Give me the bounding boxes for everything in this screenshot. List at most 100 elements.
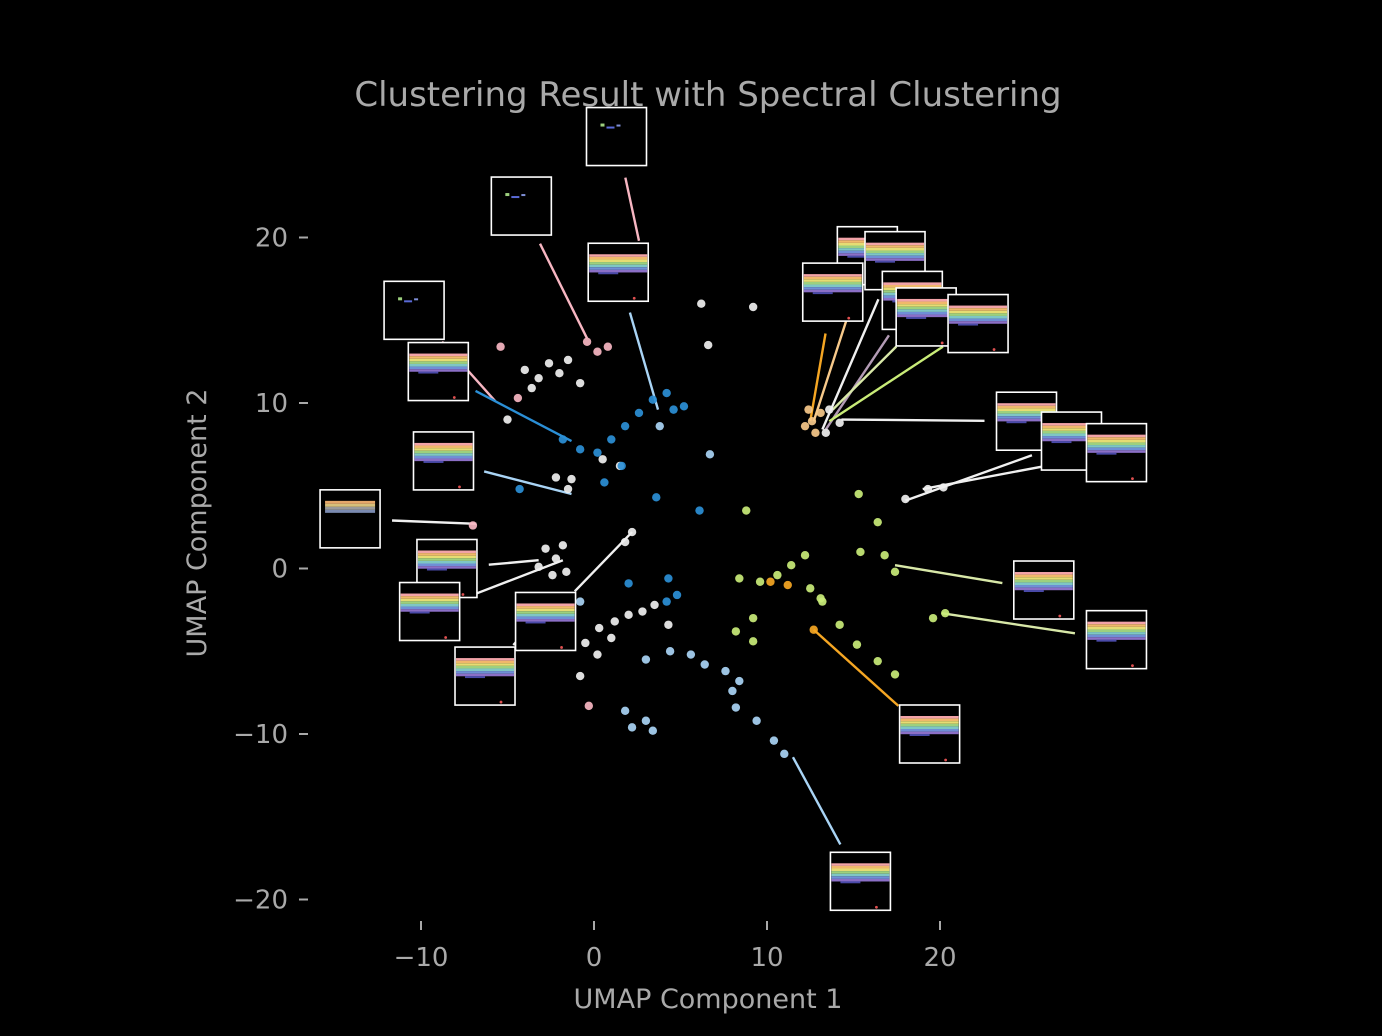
data-point (575, 378, 585, 388)
image-thumbnail (801, 262, 864, 322)
thumbnail-stripe (949, 318, 1008, 322)
data-point (811, 428, 820, 437)
thumbnail-stripe (997, 418, 1056, 422)
thumbnail-stripe (417, 553, 476, 556)
data-point (563, 355, 573, 365)
x-axis-label: UMAP Component 1 (574, 984, 843, 1015)
thumbnail-stripe (949, 310, 1008, 314)
thumbnail-dot (560, 646, 563, 649)
image-thumbnail (319, 489, 381, 549)
thumbnail-stripe (900, 731, 959, 735)
x-tick-label: 20 (923, 943, 956, 973)
data-point (664, 620, 673, 629)
thumbnail-mark (418, 371, 439, 374)
data-point (582, 337, 592, 346)
data-point (748, 302, 758, 312)
data-point (567, 474, 576, 484)
data-point (809, 625, 818, 634)
image-thumbnail (398, 581, 461, 642)
thumbnail-stripe (1014, 572, 1073, 575)
thumbnail-stripe (897, 314, 956, 318)
thumbnail-stripe (325, 506, 376, 510)
thumbnail-stripe (1087, 637, 1146, 640)
data-point (548, 570, 557, 580)
thumbnail-stripe (1087, 434, 1146, 438)
thumbnail-stripe (831, 871, 890, 874)
thumbnail-mark (521, 194, 526, 197)
data-point (520, 365, 529, 375)
thumbnail-stripe (831, 863, 890, 866)
image-thumbnail (454, 646, 516, 706)
data-point (641, 716, 651, 725)
data-point (686, 650, 696, 659)
thumbnail-stripe (456, 660, 515, 664)
data-point (648, 726, 658, 735)
thumbnail-stripe (400, 606, 459, 610)
data-point (679, 402, 689, 411)
thumbnail-stripe (414, 445, 473, 449)
leader-line (894, 564, 1003, 585)
thumbnail-stripe (1087, 634, 1146, 638)
data-point (856, 547, 865, 557)
thumbnail-stripe (1014, 577, 1073, 580)
thumbnail-mark (812, 292, 833, 295)
data-point (620, 706, 630, 716)
thumbnail-stripe (803, 279, 862, 282)
thumbnail-dot (944, 758, 948, 762)
thumbnail-frame (585, 106, 648, 167)
thumbnail-stripe (1087, 439, 1146, 443)
y-tick-label: 20 (255, 224, 288, 254)
data-point (558, 541, 568, 550)
data-point (655, 421, 664, 431)
data-point (562, 567, 571, 577)
leader-line (941, 611, 1076, 635)
thumbnail-dot (1131, 664, 1134, 668)
data-point (598, 455, 607, 464)
thumbnail-stripe (997, 411, 1056, 414)
thumbnail-stripe (1042, 433, 1101, 437)
thumbnail-stripe (589, 269, 648, 273)
data-point (468, 521, 478, 530)
thumbnail-stripe (831, 865, 890, 869)
thumbnail-mark (414, 298, 419, 301)
thumbnail-stripe (414, 458, 473, 462)
thumbnail-stripe (803, 289, 862, 293)
data-point (854, 489, 863, 499)
leader-line (474, 389, 573, 443)
leader-line (391, 519, 477, 526)
data-point (664, 574, 673, 583)
data-point (581, 638, 590, 648)
thumbnail-stripe (831, 878, 890, 882)
thumbnail-stripe (409, 361, 468, 364)
data-point (594, 623, 604, 633)
image-thumbnail (490, 176, 553, 236)
thumbnail-stripe (414, 450, 473, 454)
thumbnail-stripe (1042, 428, 1101, 431)
thumbnail-stripe (831, 868, 890, 872)
thumbnail-frame (490, 176, 553, 236)
thumbnail-stripe (900, 718, 959, 722)
thumbnail-stripe (949, 315, 1008, 319)
thumbnail-stripe (400, 603, 459, 607)
data-point (825, 405, 834, 414)
thumbnail-mark (423, 460, 444, 463)
thumbnail-stripe (997, 408, 1056, 412)
thumbnail-frame (383, 280, 445, 341)
image-thumbnail (895, 287, 957, 347)
data-point (890, 567, 900, 577)
thumbnail-mark (847, 255, 868, 258)
leader-line (538, 243, 589, 339)
thumbnail-mark (409, 611, 430, 614)
thumbnail-stripe (949, 321, 1008, 324)
thumbnail-stripe (803, 276, 862, 280)
data-point (593, 650, 602, 659)
thumbnail-dot (1058, 614, 1062, 618)
thumbnail-stripe (1042, 438, 1101, 442)
data-point (662, 388, 671, 398)
thumbnail-stripe (414, 455, 473, 459)
axes: −10 0 10 20 −20 −10 0 10 20 (233, 224, 956, 974)
x-tick-label: 0 (586, 943, 603, 973)
thumbnail-mark (840, 881, 861, 884)
thumbnail-dot (632, 296, 636, 300)
thumbnail-mark (1023, 590, 1044, 593)
